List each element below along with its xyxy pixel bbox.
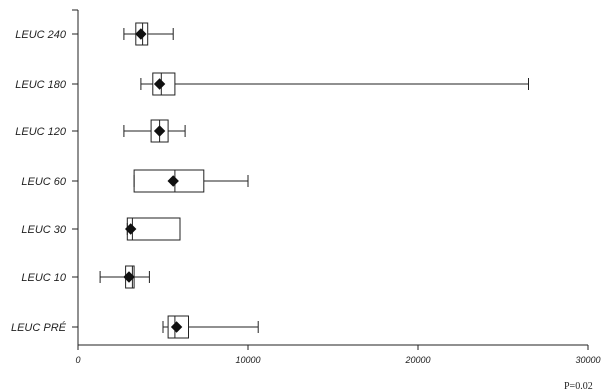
category-label: LEUC 240	[15, 29, 67, 41]
mean-marker	[124, 223, 137, 235]
x-tick-labels: 0 10000 20000 30000	[75, 355, 600, 365]
x-tick-label: 10000	[235, 355, 260, 365]
boxes	[99, 22, 529, 339]
p-value-annotation: P=0.02	[564, 381, 593, 392]
category-label: LEUC 60	[21, 176, 67, 188]
category-label: LEUC 10	[21, 272, 67, 284]
mean-marker	[153, 78, 166, 90]
category-label: LEUC 180	[15, 79, 67, 91]
mean-marker	[123, 271, 135, 283]
mean-marker	[167, 175, 179, 187]
x-tick-label: 30000	[575, 355, 600, 365]
x-tick-label: 0	[75, 355, 80, 365]
box-leuc-180	[140, 72, 529, 96]
box-leuc-30	[124, 217, 181, 241]
axes	[72, 9, 589, 350]
box-leuc-240	[123, 22, 174, 46]
category-label: LEUC 120	[15, 126, 67, 138]
category-label: LEUC 30	[21, 224, 67, 236]
box-leuc-60	[133, 169, 249, 193]
x-tick-label: 20000	[404, 355, 430, 365]
category-label: LEUC PRÉ	[11, 321, 67, 334]
iqr-box	[167, 315, 190, 339]
box-leuc-120	[123, 119, 186, 143]
mean-marker	[170, 321, 183, 333]
category-labels: LEUC 240 LEUC 180 LEUC 120 LEUC 60 LEUC 30 LE…	[11, 29, 67, 334]
box-leuc-pré	[162, 315, 259, 339]
mean-marker	[153, 125, 166, 137]
box-leuc-10	[99, 265, 150, 289]
iqr-box	[152, 72, 176, 96]
iqr-box	[133, 169, 205, 193]
mean-marker	[135, 28, 147, 40]
